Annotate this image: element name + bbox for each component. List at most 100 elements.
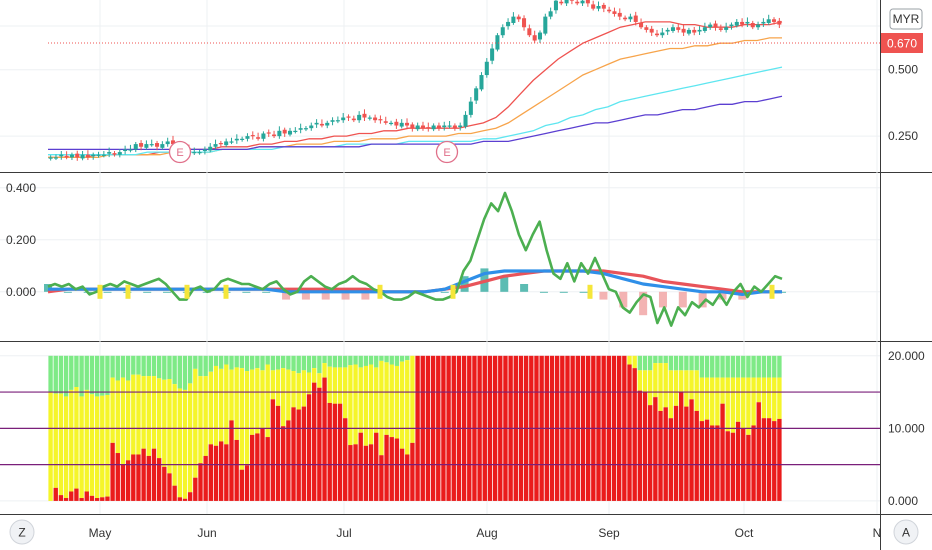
- bar-segment-red: [389, 437, 394, 501]
- bar-segment-yellow: [275, 369, 281, 406]
- candle-body: [282, 129, 287, 134]
- bar-segment-red: [699, 421, 705, 501]
- macd-axis-ticks: 0.400 0.200 0.000: [6, 181, 36, 299]
- bar-segment-red: [89, 495, 95, 501]
- candle-body: [261, 133, 266, 139]
- candle-body: [117, 152, 122, 155]
- macd-tick-label: 0.400: [6, 181, 36, 195]
- bar-segment-red: [399, 448, 405, 501]
- bar-segment-green: [244, 355, 250, 372]
- bar-segment-red: [746, 434, 751, 501]
- candle-body: [670, 27, 675, 31]
- bar-segment-green: [337, 355, 343, 368]
- bar-segment-red: [224, 444, 229, 501]
- candle-body: [250, 135, 255, 137]
- bar-segment-yellow: [94, 396, 100, 499]
- bar-segment-yellow: [301, 370, 307, 407]
- level-lines: [0, 391, 880, 466]
- bar-segment-red: [348, 445, 353, 501]
- bar-segment-red: [187, 492, 193, 501]
- earnings-marker-2[interactable]: E: [435, 140, 459, 164]
- candle-body: [410, 124, 415, 129]
- candle-body: [665, 29, 670, 32]
- bar-segment-yellow: [265, 364, 270, 438]
- bar-segment-yellow: [125, 380, 131, 461]
- candle-body: [362, 113, 367, 118]
- bar-segment-red: [394, 438, 400, 501]
- candle-body: [484, 61, 489, 76]
- bar-segment-green: [327, 355, 332, 367]
- candle-body: [91, 154, 96, 157]
- bar-segment-green: [94, 355, 100, 397]
- earnings-marker-2-label: E: [443, 147, 450, 159]
- candle-body: [351, 118, 356, 121]
- auto-scale-button[interactable]: A: [893, 519, 919, 545]
- candle-body: [234, 138, 239, 141]
- candle-body: [702, 27, 707, 31]
- earnings-marker-1[interactable]: E: [168, 140, 192, 164]
- cross-marker: [377, 284, 383, 299]
- zoom-left-button[interactable]: Z: [9, 519, 35, 545]
- candle-body: [564, 0, 569, 4]
- bar-segment-yellow: [229, 369, 234, 421]
- bar-segment-green: [296, 355, 301, 374]
- bar-segment-red: [162, 466, 167, 501]
- bar-segment-red: [689, 399, 694, 501]
- bar-segment-yellow: [735, 377, 741, 422]
- bar-segment-red: [673, 405, 679, 501]
- candle-body: [633, 15, 638, 22]
- bar-segment-green: [348, 355, 353, 366]
- candle-body: [553, 0, 558, 11]
- bar-segment-red: [63, 498, 69, 501]
- bar-segment-red: [725, 431, 730, 501]
- candle-body: [660, 32, 665, 36]
- candle-body: [96, 154, 101, 156]
- bar-segment-green: [281, 355, 286, 369]
- candle-body: [213, 144, 218, 147]
- candle-body: [415, 125, 420, 130]
- candle-body: [139, 143, 144, 147]
- bar-segment-red: [715, 425, 720, 501]
- bar-segment-red: [182, 498, 188, 501]
- bar-segment-yellow: [213, 365, 219, 446]
- bar-segment-yellow: [694, 370, 699, 411]
- bar-segment-red: [281, 426, 286, 501]
- bar-segment-red: [363, 445, 369, 501]
- currency-badge[interactable]: MYR: [889, 8, 923, 30]
- bar-segment-green: [193, 355, 198, 369]
- bar-segment-red: [270, 399, 276, 501]
- bar-segment-red: [265, 437, 270, 501]
- bar-segment-yellow: [642, 370, 648, 393]
- bar-segment-green: [172, 355, 177, 385]
- bar-segment-red: [105, 496, 110, 501]
- bar-segment-red: [684, 406, 689, 501]
- bar-segment-green: [725, 355, 730, 378]
- macd-histogram-bar: [440, 291, 449, 293]
- bar-segment-red: [110, 442, 115, 501]
- bar-segment-yellow: [704, 377, 710, 420]
- bar-segment-green: [648, 355, 653, 371]
- currency-label: MYR: [893, 12, 920, 26]
- candle-body: [69, 154, 74, 158]
- candle-body: [548, 11, 553, 17]
- bar-segment-red: [203, 455, 208, 501]
- bar-segment-yellow: [177, 388, 182, 498]
- candle-body: [149, 144, 154, 146]
- candle-body: [80, 154, 85, 159]
- bar-segment-red: [663, 407, 668, 501]
- bar-segment-green: [379, 355, 384, 361]
- bar-segment-red: [317, 387, 322, 501]
- candle-body: [293, 130, 298, 133]
- bar-segment-yellow: [730, 377, 736, 433]
- moving-average-line-2: [48, 37, 782, 159]
- bar-segment-green: [730, 355, 736, 378]
- candle-body: [516, 16, 521, 20]
- indicator-tick-label: 10.000: [888, 421, 925, 435]
- candle-body: [537, 32, 543, 40]
- candle-body: [383, 121, 388, 123]
- macd-histogram-bar: [698, 291, 707, 308]
- moving-average-line-3: [48, 66, 783, 156]
- candle-body: [48, 157, 53, 159]
- bar-segment-red: [275, 405, 281, 501]
- bar-segment-green: [286, 355, 291, 370]
